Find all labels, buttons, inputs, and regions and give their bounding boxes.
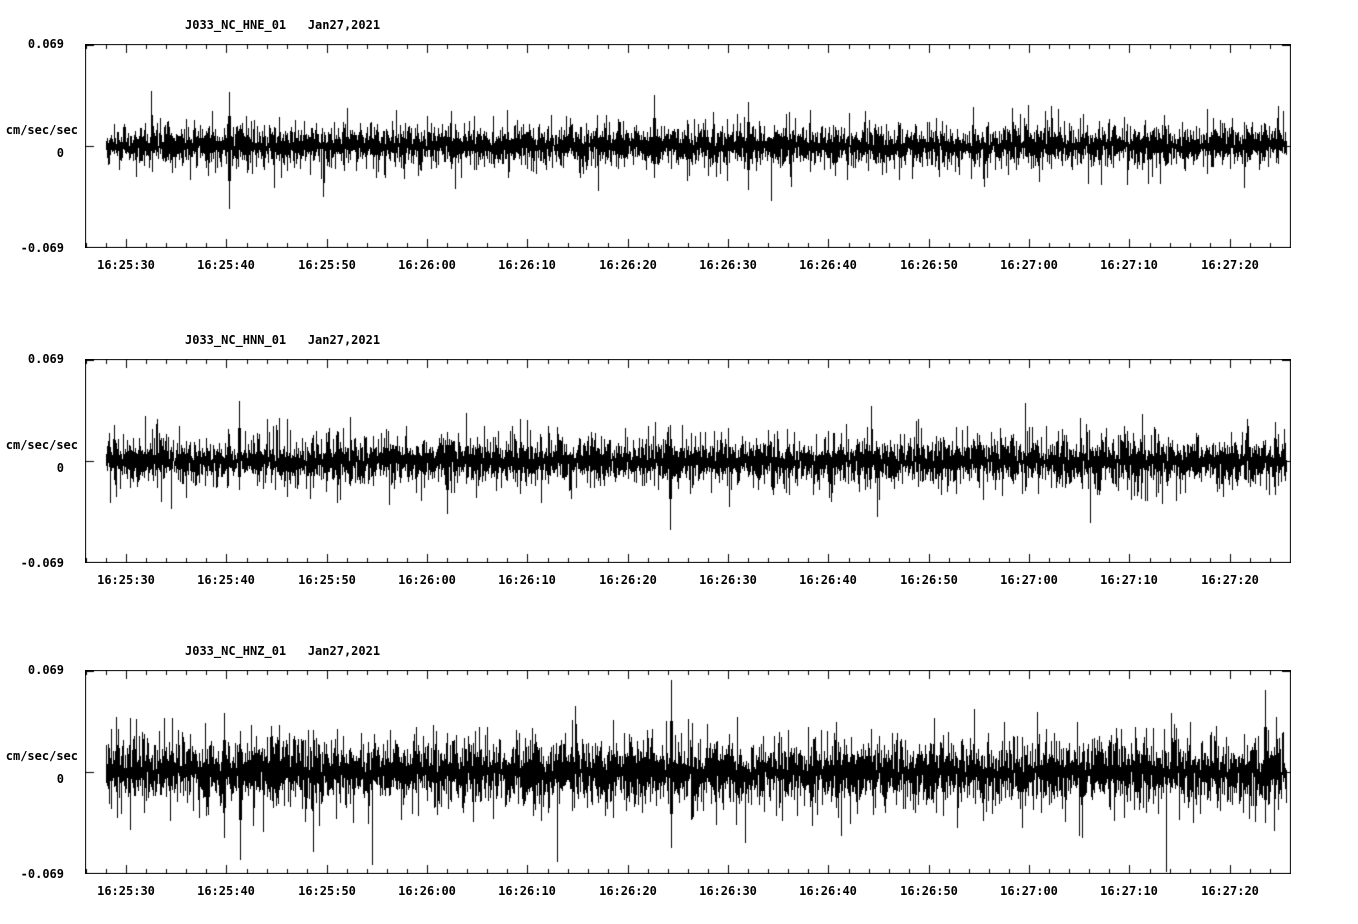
x-tick-label: 16:25:30 — [97, 573, 155, 587]
y-axis-units-label: cm/sec/sec — [5, 749, 78, 763]
x-tick-label: 16:26:00 — [398, 573, 456, 587]
y-tick-zero-label: 0 — [56, 146, 64, 160]
x-tick-label: 16:27:10 — [1100, 884, 1158, 898]
y-tick-zero-label: 0 — [56, 461, 64, 475]
x-tick-label: 16:27:20 — [1201, 258, 1259, 272]
x-tick-label: 16:25:30 — [97, 884, 155, 898]
x-tick-label: 16:25:50 — [298, 573, 356, 587]
y-tick-zero-label: 0 — [56, 772, 64, 786]
x-axis-tick-labels: 16:25:30 16:25:40 16:25:50 16:26:00 16:26:10… — [0, 258, 1358, 274]
y-axis-units-label: cm/sec/sec — [5, 438, 78, 452]
x-tick-label: 16:25:50 — [298, 258, 356, 272]
y-axis-units-label: cm/sec/sec — [5, 123, 78, 137]
y-tick-min-label: -0.069 — [20, 867, 64, 881]
x-tick-label: 16:27:20 — [1201, 884, 1259, 898]
trace-title: J033_NC_HNN_01 Jan27,2021 — [185, 333, 381, 347]
x-tick-label: 16:26:40 — [799, 258, 857, 272]
waveform-panel-hne: J033_NC_HNE_01 Jan27,2021 0.069 cm/sec/s… — [0, 16, 1358, 316]
x-axis-tick-labels: 16:25:30 16:25:40 16:25:50 16:26:00 16:26:10… — [0, 884, 1358, 900]
trace-title: J033_NC_HNZ_01 Jan27,2021 — [185, 644, 381, 658]
x-tick-label: 16:26:10 — [498, 573, 556, 587]
x-tick-label: 16:26:10 — [498, 884, 556, 898]
x-tick-label: 16:27:00 — [1000, 258, 1058, 272]
waveform-canvas — [85, 670, 1291, 874]
x-tick-label: 16:26:30 — [699, 884, 757, 898]
x-tick-label: 16:25:30 — [97, 258, 155, 272]
x-tick-label: 16:26:30 — [699, 573, 757, 587]
x-tick-label: 16:27:00 — [1000, 573, 1058, 587]
x-axis-tick-labels: 16:25:30 16:25:40 16:25:50 16:26:00 16:26:10… — [0, 573, 1358, 589]
x-tick-label: 16:25:40 — [197, 884, 255, 898]
x-tick-label: 16:27:10 — [1100, 573, 1158, 587]
x-tick-label: 16:26:00 — [398, 258, 456, 272]
x-tick-label: 16:26:10 — [498, 258, 556, 272]
y-tick-max-label: 0.069 — [27, 352, 64, 366]
x-tick-label: 16:26:40 — [799, 573, 857, 587]
waveform-panel-hnn: J033_NC_HNN_01 Jan27,2021 0.069 cm/sec/s… — [0, 331, 1358, 631]
x-tick-label: 16:27:20 — [1201, 573, 1259, 587]
x-tick-label: 16:27:10 — [1100, 258, 1158, 272]
x-tick-label: 16:26:20 — [599, 884, 657, 898]
y-tick-max-label: 0.069 — [27, 37, 64, 51]
x-tick-label: 16:26:00 — [398, 884, 456, 898]
x-tick-label: 16:26:20 — [599, 573, 657, 587]
x-tick-label: 16:26:40 — [799, 884, 857, 898]
x-tick-label: 16:27:00 — [1000, 884, 1058, 898]
x-tick-label: 16:26:50 — [900, 573, 958, 587]
x-tick-label: 16:26:50 — [900, 884, 958, 898]
x-tick-label: 16:26:50 — [900, 258, 958, 272]
y-tick-min-label: -0.069 — [20, 556, 64, 570]
waveform-panel-hnz: J033_NC_HNZ_01 Jan27,2021 0.069 cm/sec/s… — [0, 642, 1358, 924]
x-tick-label: 16:25:40 — [197, 258, 255, 272]
x-tick-label: 16:25:40 — [197, 573, 255, 587]
x-tick-label: 16:26:30 — [699, 258, 757, 272]
waveform-canvas — [85, 44, 1291, 248]
trace-title: J033_NC_HNE_01 Jan27,2021 — [185, 18, 381, 32]
x-tick-label: 16:26:20 — [599, 258, 657, 272]
waveform-canvas — [85, 359, 1291, 563]
y-tick-min-label: -0.069 — [20, 241, 64, 255]
y-tick-max-label: 0.069 — [27, 663, 64, 677]
x-tick-label: 16:25:50 — [298, 884, 356, 898]
